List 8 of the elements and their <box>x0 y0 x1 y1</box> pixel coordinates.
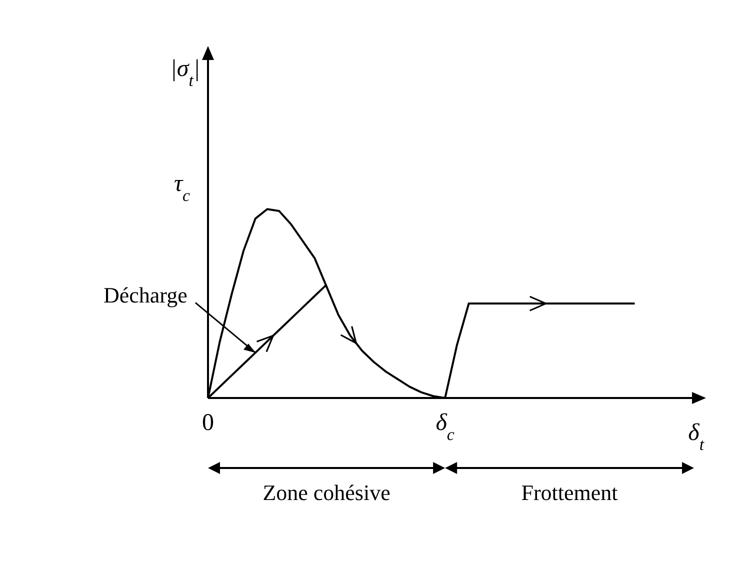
text: Zone cohésive <box>262 480 390 505</box>
x-axis-title: δ$_{t}$ <box>688 420 704 454</box>
text: τ$_{c}$ <box>174 171 191 205</box>
text: Frottement <box>521 480 618 505</box>
y-axis-title: |σ$_{t}$| <box>170 56 200 90</box>
x-tick-label: 0 <box>202 410 214 436</box>
x-tick-label: δ$_{c}$ <box>436 410 455 444</box>
text: Décharge <box>103 282 188 308</box>
